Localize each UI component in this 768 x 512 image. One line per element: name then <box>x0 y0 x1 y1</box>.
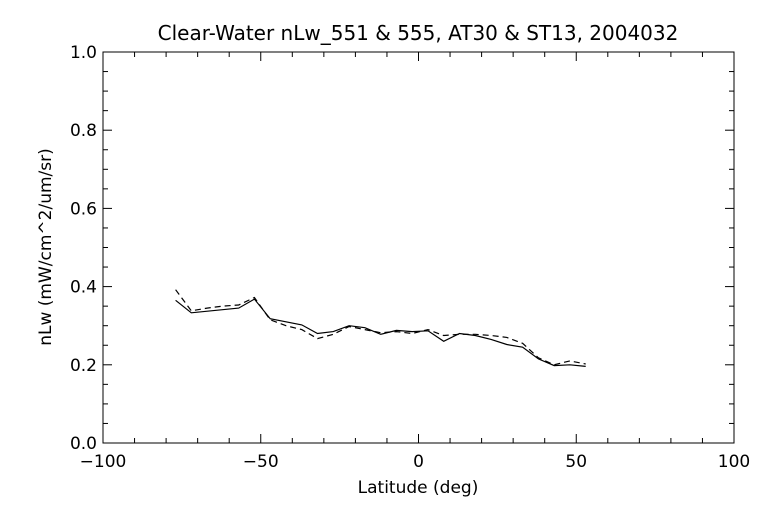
y-axis-label: nLw (mW/cm^2/um/sr) <box>36 148 56 346</box>
y-tick-label: 0.4 <box>70 278 97 298</box>
x-tick-label: 50 <box>565 452 587 472</box>
chart-title: Clear-Water nLw_551 & 555, AT30 & ST13, … <box>158 21 679 45</box>
x-axis-label: Latitude (deg) <box>358 478 479 498</box>
series-line-solid <box>175 298 586 367</box>
axis-tick-labels: −100 −50 0 50 100 0.0 0.2 0.4 0.6 0.8 1.0 <box>70 43 750 472</box>
plot-frame <box>102 51 735 444</box>
y-tick-label: 0.2 <box>70 356 97 376</box>
data-lines <box>175 289 586 367</box>
series-line-dashed <box>175 289 586 366</box>
x-tick-label: −50 <box>243 452 279 472</box>
x-tick-label: −100 <box>80 452 127 472</box>
x-tick-label: 100 <box>718 452 750 472</box>
axis-ticks <box>102 51 735 444</box>
y-tick-label: 0.6 <box>70 199 97 219</box>
x-tick-label: 0 <box>413 452 424 472</box>
y-tick-label: 0.8 <box>70 121 97 141</box>
y-tick-label: 0.0 <box>70 434 97 454</box>
y-tick-label: 1.0 <box>70 43 97 63</box>
